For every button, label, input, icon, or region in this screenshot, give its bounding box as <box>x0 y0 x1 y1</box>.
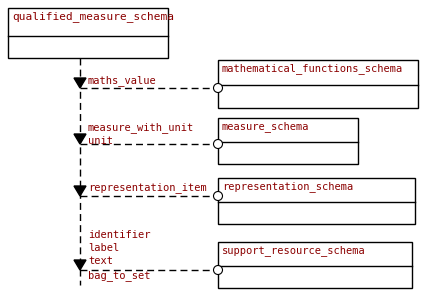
Circle shape <box>213 83 223 92</box>
Polygon shape <box>74 186 86 196</box>
Circle shape <box>213 266 223 274</box>
Circle shape <box>213 140 223 148</box>
Polygon shape <box>74 78 86 88</box>
Text: maths_value: maths_value <box>88 75 157 86</box>
Bar <box>218 60 418 108</box>
Text: support_resource_schema: support_resource_schema <box>222 245 366 256</box>
Polygon shape <box>74 134 86 144</box>
Circle shape <box>213 192 223 200</box>
Text: representation_schema: representation_schema <box>222 181 353 192</box>
Polygon shape <box>74 260 86 270</box>
Text: qualified_measure_schema: qualified_measure_schema <box>12 11 174 22</box>
Text: mathematical_functions_schema: mathematical_functions_schema <box>222 63 403 74</box>
Text: identifier
label
text
bag_to_set: identifier label text bag_to_set <box>88 230 150 280</box>
Text: measure_schema: measure_schema <box>222 121 309 132</box>
Bar <box>8 8 168 58</box>
Text: representation_item: representation_item <box>88 182 207 193</box>
Bar <box>218 242 412 288</box>
Text: measure_with_unit
unit: measure_with_unit unit <box>88 122 194 146</box>
Bar <box>218 118 358 164</box>
Bar <box>218 178 415 224</box>
